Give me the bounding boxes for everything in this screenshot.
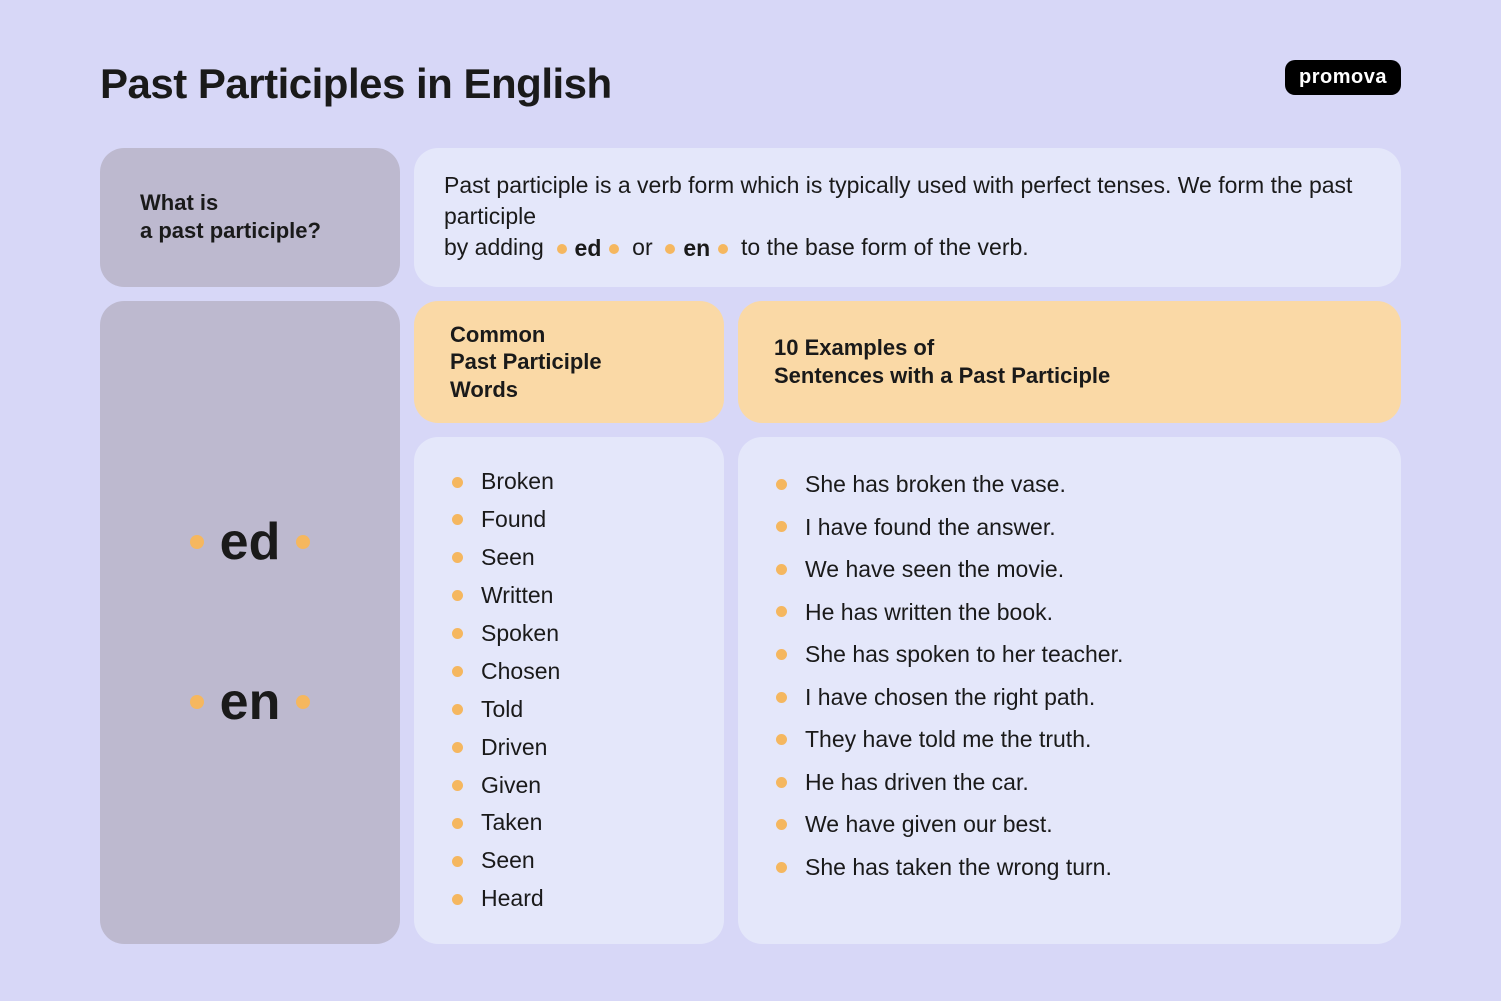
definition-text-2: by adding bbox=[444, 234, 544, 260]
sentence-text: They have told me the truth. bbox=[805, 718, 1091, 761]
bullet-icon bbox=[452, 477, 463, 488]
sentence-text: He has written the book. bbox=[805, 591, 1053, 634]
bullet-icon bbox=[190, 695, 204, 709]
list-item: Broken bbox=[452, 463, 686, 501]
bullet-icon bbox=[776, 479, 787, 490]
sentence-text: He has driven the car. bbox=[805, 761, 1029, 804]
bullet-icon bbox=[452, 628, 463, 639]
page-title: Past Participles in English bbox=[100, 60, 612, 108]
list-item: Heard bbox=[452, 880, 686, 918]
list-item: Spoken bbox=[452, 615, 686, 653]
list-item: He has written the book. bbox=[776, 591, 1363, 634]
suffix-ed: ed bbox=[190, 512, 311, 572]
list-item: He has driven the car. bbox=[776, 761, 1363, 804]
bullet-icon bbox=[452, 742, 463, 753]
bullet-icon bbox=[452, 552, 463, 563]
word-text: Found bbox=[481, 501, 546, 539]
sentence-text: I have chosen the right path. bbox=[805, 676, 1095, 719]
bullet-icon bbox=[776, 692, 787, 703]
bullet-icon bbox=[718, 244, 728, 254]
list-item: I have chosen the right path. bbox=[776, 676, 1363, 719]
inline-suffix-en: en bbox=[665, 233, 728, 264]
list-item: We have given our best. bbox=[776, 803, 1363, 846]
bullet-icon bbox=[452, 856, 463, 867]
list-item: She has broken the vase. bbox=[776, 463, 1363, 506]
bullet-icon bbox=[190, 535, 204, 549]
sentence-text: She has spoken to her teacher. bbox=[805, 633, 1123, 676]
list-item: We have seen the movie. bbox=[776, 548, 1363, 591]
list-item: Told bbox=[452, 691, 686, 729]
bullet-icon bbox=[452, 818, 463, 829]
sentences-list: She has broken the vase.I have found the… bbox=[776, 463, 1363, 888]
sentence-text: I have found the answer. bbox=[805, 506, 1056, 549]
suffix-card: ed en bbox=[100, 301, 400, 945]
bullet-icon bbox=[452, 666, 463, 677]
question-line-2: a past participle? bbox=[140, 218, 321, 243]
word-text: Told bbox=[481, 691, 523, 729]
word-text: Written bbox=[481, 577, 553, 615]
bullet-icon bbox=[609, 244, 619, 254]
bullet-icon bbox=[776, 777, 787, 788]
word-text: Driven bbox=[481, 729, 547, 767]
bullet-icon bbox=[452, 514, 463, 525]
list-item: She has taken the wrong turn. bbox=[776, 846, 1363, 889]
bullet-icon bbox=[296, 535, 310, 549]
sentences-list-card: She has broken the vase.I have found the… bbox=[738, 437, 1401, 944]
definition-connector: or bbox=[632, 234, 652, 260]
definition-card: Past participle is a verb form which is … bbox=[414, 148, 1401, 287]
bullet-icon bbox=[776, 521, 787, 532]
logo-badge: promova bbox=[1285, 60, 1401, 95]
sentence-text: She has taken the wrong turn. bbox=[805, 846, 1112, 889]
bullet-icon bbox=[776, 649, 787, 660]
word-text: Seen bbox=[481, 539, 535, 577]
bullet-icon bbox=[776, 734, 787, 745]
list-item: Found bbox=[452, 501, 686, 539]
word-text: Chosen bbox=[481, 653, 560, 691]
list-item: Taken bbox=[452, 804, 686, 842]
bullet-icon bbox=[452, 590, 463, 601]
sentence-text: We have seen the movie. bbox=[805, 548, 1064, 591]
list-item: Seen bbox=[452, 539, 686, 577]
inline-suffix-ed: ed bbox=[557, 233, 620, 264]
bullet-icon bbox=[776, 606, 787, 617]
question-line-1: What is bbox=[140, 190, 218, 215]
bullet-icon bbox=[557, 244, 567, 254]
list-item: They have told me the truth. bbox=[776, 718, 1363, 761]
list-item: She has spoken to her teacher. bbox=[776, 633, 1363, 676]
bullet-icon bbox=[776, 819, 787, 830]
bullet-icon bbox=[452, 704, 463, 715]
content-grid: What is a past participle? Past particip… bbox=[100, 148, 1401, 944]
word-text: Heard bbox=[481, 880, 544, 918]
suffix-en: en bbox=[190, 672, 311, 732]
header: Past Participles in English promova bbox=[100, 60, 1401, 108]
word-text: Broken bbox=[481, 463, 554, 501]
sentences-header-card: 10 Examples of Sentences with a Past Par… bbox=[738, 301, 1401, 424]
words-list: BrokenFoundSeenWrittenSpokenChosenToldDr… bbox=[452, 463, 686, 918]
word-text: Taken bbox=[481, 804, 542, 842]
list-item: I have found the answer. bbox=[776, 506, 1363, 549]
definition-text-1: Past participle is a verb form which is … bbox=[444, 172, 1352, 229]
word-text: Given bbox=[481, 767, 541, 805]
question-card: What is a past participle? bbox=[100, 148, 400, 287]
list-item: Chosen bbox=[452, 653, 686, 691]
bullet-icon bbox=[776, 862, 787, 873]
bullet-icon bbox=[776, 564, 787, 575]
word-text: Seen bbox=[481, 842, 535, 880]
list-item: Driven bbox=[452, 729, 686, 767]
bullet-icon bbox=[452, 894, 463, 905]
sentence-text: She has broken the vase. bbox=[805, 463, 1066, 506]
sentence-text: We have given our best. bbox=[805, 803, 1053, 846]
bullet-icon bbox=[296, 695, 310, 709]
bullet-icon bbox=[665, 244, 675, 254]
bullet-icon bbox=[452, 780, 463, 791]
definition-text-3: to the base form of the verb. bbox=[741, 234, 1029, 260]
word-text: Spoken bbox=[481, 615, 559, 653]
list-item: Written bbox=[452, 577, 686, 615]
list-item: Given bbox=[452, 767, 686, 805]
list-item: Seen bbox=[452, 842, 686, 880]
words-list-card: BrokenFoundSeenWrittenSpokenChosenToldDr… bbox=[414, 437, 724, 944]
words-header-card: Common Past Participle Words bbox=[414, 301, 724, 424]
